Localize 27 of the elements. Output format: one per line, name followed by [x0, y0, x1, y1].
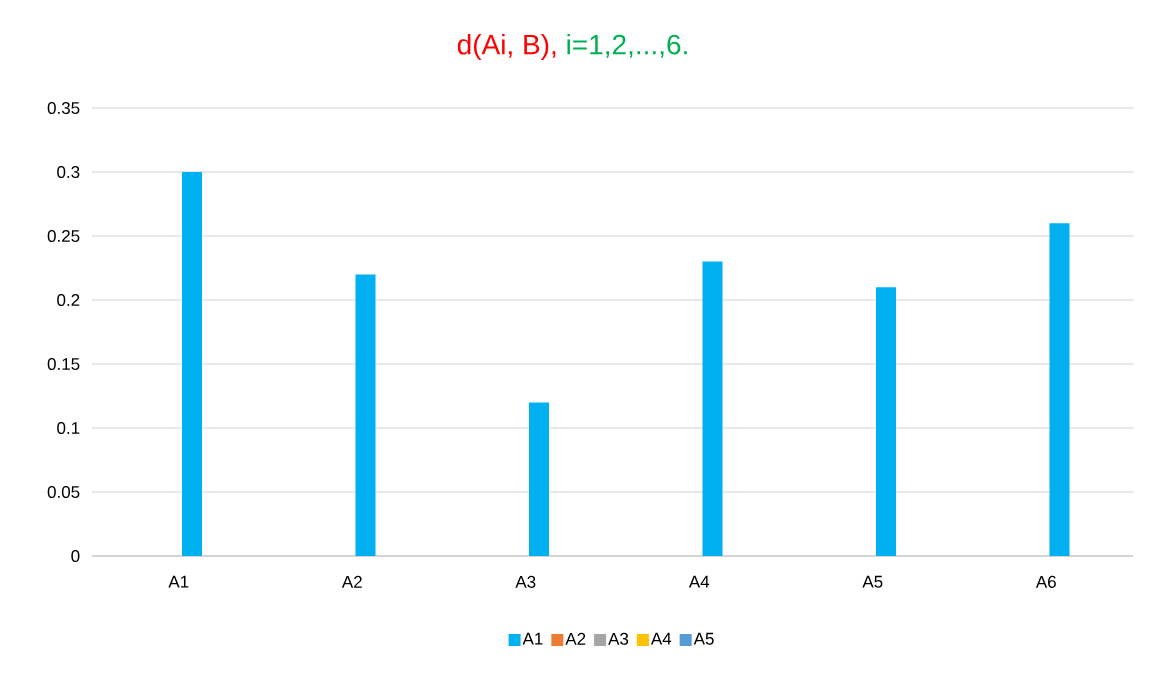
y-tick-label: 0	[71, 549, 80, 563]
x-tick-label: A5	[862, 575, 883, 588]
bar	[355, 274, 376, 556]
legend-label: A1	[522, 632, 543, 645]
chart-subtitle: i=1,2,...,6.	[567, 33, 687, 58]
legend-label: A5	[693, 632, 714, 645]
x-tick-label: A1	[168, 575, 189, 588]
y-tick-label: 0.25	[47, 229, 80, 243]
x-tick-label: A3	[515, 575, 536, 588]
bar	[876, 287, 896, 556]
x-tick-label: A2	[341, 575, 362, 588]
legend-label: A3	[608, 632, 629, 645]
bar	[529, 402, 549, 556]
y-tick-label: 0.15	[47, 357, 80, 371]
y-tick-label: 0.3	[57, 165, 80, 179]
bar	[182, 172, 202, 556]
y-tick-label: 0.35	[47, 101, 80, 115]
x-tick-label: A4	[688, 575, 710, 588]
y-tick-label: 0.05	[47, 485, 80, 499]
bar	[1049, 223, 1070, 556]
chart-title: d(Ai, B),	[457, 33, 556, 61]
legend-label: A4	[650, 632, 672, 645]
y-tick-label: 0.2	[57, 293, 80, 307]
bar	[702, 261, 723, 556]
legend-label: A2	[565, 632, 586, 645]
x-tick-label: A6	[1035, 575, 1056, 588]
y-tick-label: 0.1	[57, 421, 80, 435]
